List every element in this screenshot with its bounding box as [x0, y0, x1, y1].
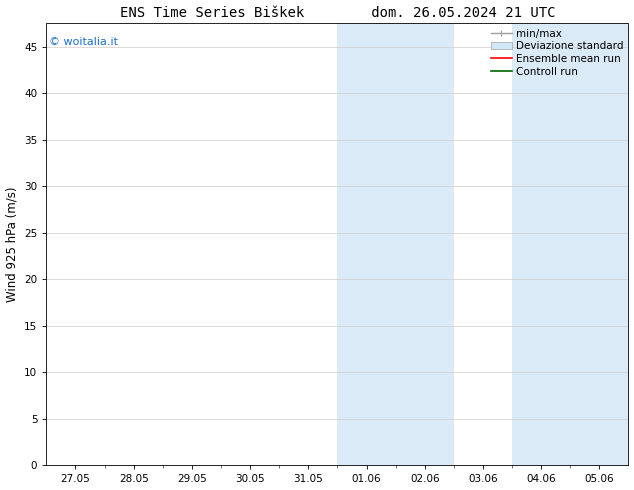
Legend: min/max, Deviazione standard, Ensemble mean run, Controll run: min/max, Deviazione standard, Ensemble m…: [489, 26, 625, 78]
Bar: [337, 24, 454, 465]
Bar: [512, 24, 628, 465]
Text: © woitalia.it: © woitalia.it: [49, 37, 119, 47]
Title: ENS Time Series Biškek        dom. 26.05.2024 21 UTC: ENS Time Series Biškek dom. 26.05.2024 2…: [120, 5, 555, 20]
Y-axis label: Wind 925 hPa (m/s): Wind 925 hPa (m/s): [6, 187, 18, 302]
